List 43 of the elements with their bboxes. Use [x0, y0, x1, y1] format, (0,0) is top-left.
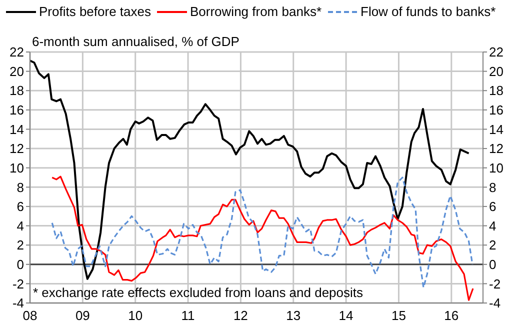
annotation: * exchange rate effects excluded from loans and deposits — [33, 285, 364, 300]
x-tick-label: 15 — [391, 308, 406, 324]
x-tick-label: 12 — [233, 308, 248, 324]
y-tick-label: 14 — [10, 122, 24, 137]
y-tick-label: 12 — [10, 141, 24, 156]
y2-tick-label: 16 — [489, 102, 504, 118]
x-tick-label: 11 — [181, 308, 195, 324]
y2-tick-label: 18 — [489, 83, 504, 98]
y2-tick-label: 20 — [489, 64, 504, 79]
y-tick-label: -4 — [12, 296, 24, 311]
y-tick-label: 22 — [10, 44, 24, 60]
x-tick-label: 16 — [444, 308, 459, 324]
y2-tick-label: 6 — [489, 199, 496, 214]
y2-tick-label: 2 — [489, 238, 496, 253]
legend-label: Profits before taxes — [39, 4, 151, 19]
y2-tick-label: 12 — [489, 141, 504, 156]
x-tick-label: 08 — [22, 308, 38, 324]
x-tick-label: 14 — [338, 308, 354, 324]
y-tick-label: 20 — [10, 64, 24, 79]
line-series — [30, 60, 470, 280]
y-tick-label: -2 — [12, 276, 24, 292]
legend-label: Borrowing from banks* — [190, 4, 322, 19]
y2-tick-label: 14 — [489, 122, 504, 137]
y-tick-label: 10 — [10, 160, 24, 176]
x-tick-label: 09 — [75, 308, 90, 324]
y-axis-title: 6-month sum annualised, % of GDP — [32, 34, 240, 49]
y2-tick-label: 8 — [489, 180, 496, 195]
y-tick-label: 16 — [10, 102, 24, 118]
y-tick-label: 0 — [16, 257, 24, 272]
y-tick-label: 2 — [16, 238, 24, 253]
y2-tick-label: 22 — [489, 44, 504, 60]
y-tick-label: 8 — [16, 180, 24, 195]
y2-tick-label: -2 — [489, 276, 501, 292]
y-tick-label: 6 — [16, 199, 24, 214]
legend-label: Flow of funds to banks* — [360, 4, 496, 19]
y2-tick-label: -4 — [489, 296, 501, 311]
y2-tick-label: 10 — [489, 160, 504, 176]
x-tick-label: 13 — [286, 308, 301, 324]
y2-tick-label: 4 — [489, 218, 496, 234]
y2-tick-label: 0 — [489, 257, 496, 272]
y-tick-label: 4 — [16, 218, 24, 234]
x-tick-label: 10 — [128, 308, 143, 324]
y-tick-label: 18 — [10, 83, 24, 98]
